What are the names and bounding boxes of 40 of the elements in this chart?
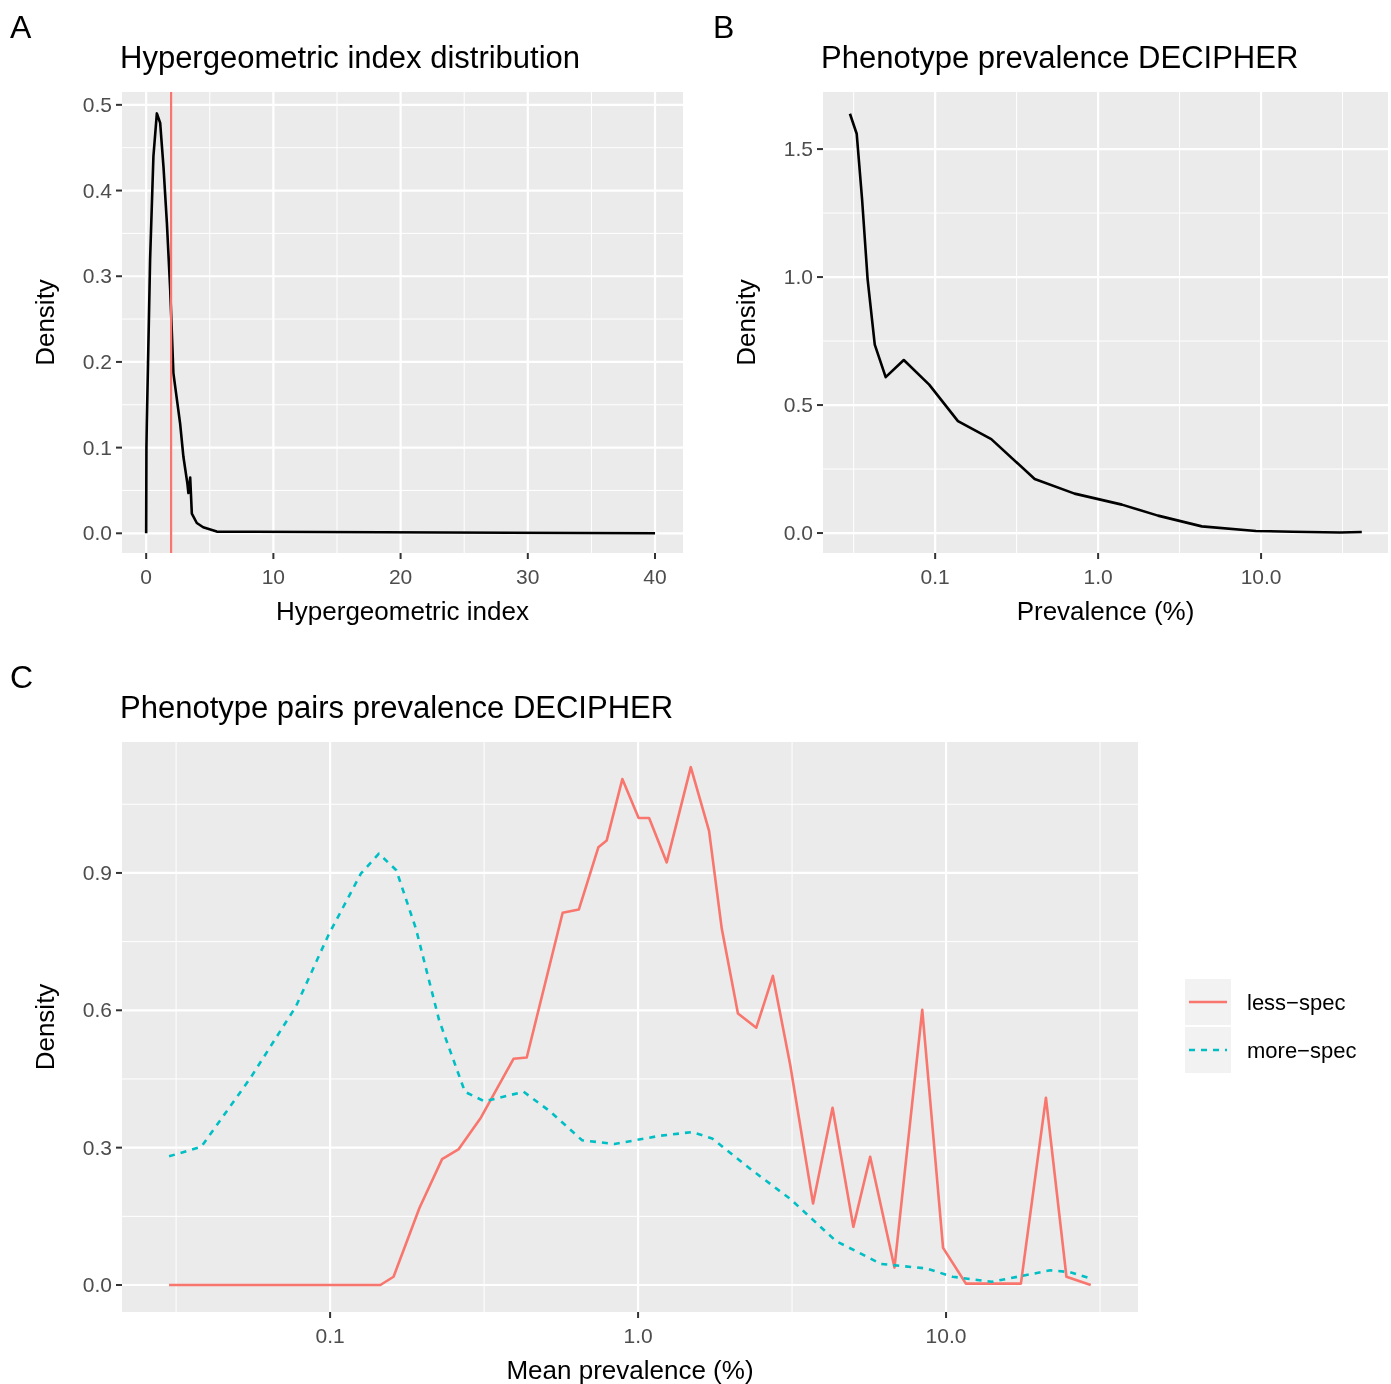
x-axis-title: Mean prevalence (%) (506, 1355, 754, 1384)
text: B (713, 9, 735, 45)
x-tick-label: 0.1 (315, 1324, 345, 1347)
x-tick-label: 10.0 (1240, 565, 1282, 588)
x-axis-title: Prevalence (%) (1016, 596, 1195, 626)
y-tick-label: 0.0 (82, 521, 112, 545)
line-series (144, 112, 657, 535)
y-tick-label: 1.5 (783, 137, 813, 161)
legend-label: more−spec (1247, 1038, 1357, 1063)
x-tick-label: 10 (261, 565, 286, 588)
chart-title: Phenotype prevalence DECIPHER (821, 40, 1299, 75)
x-tick-label: 0.1 (920, 565, 950, 588)
legend-label: less−spec (1247, 990, 1346, 1015)
x-tick-label: 10.0 (925, 1324, 967, 1347)
chart-title: Phenotype pairs prevalence DECIPHER (120, 690, 674, 725)
y-tick-label: 0.3 (82, 264, 112, 288)
y-tick-label: 0.4 (82, 178, 113, 202)
x-tick-label: 1.0 (623, 1324, 653, 1347)
chart-title: Hypergeometric index distribution (120, 40, 581, 75)
y-tick-label: 0.3 (82, 1135, 112, 1159)
y-axis-title: Density (30, 983, 60, 1071)
text: A (10, 9, 32, 45)
y-axis-title: Density (731, 279, 761, 366)
y-tick-label: 0.2 (82, 349, 112, 373)
x-tick-label: 20 (388, 565, 413, 588)
x-tick-label: 30 (516, 565, 540, 588)
y-tick-label: 1.0 (783, 265, 813, 289)
y-tick-label: 0.0 (783, 521, 813, 545)
y-tick-label: 0.0 (82, 1272, 112, 1296)
text: C (10, 659, 34, 695)
y-tick-label: 0.1 (82, 435, 112, 459)
y-tick-label: 0.9 (82, 860, 112, 884)
y-axis-title: Density (30, 279, 60, 366)
x-axis-title: Hypergeometric index (276, 596, 529, 626)
y-tick-label: 0.5 (82, 92, 112, 116)
x-tick-label: 1.0 (1083, 565, 1113, 588)
y-tick-label: 0.5 (783, 393, 813, 417)
y-tick-label: 0.6 (82, 998, 112, 1022)
x-tick-label: 40 (643, 565, 667, 588)
x-tick-label: 0 (140, 565, 153, 588)
